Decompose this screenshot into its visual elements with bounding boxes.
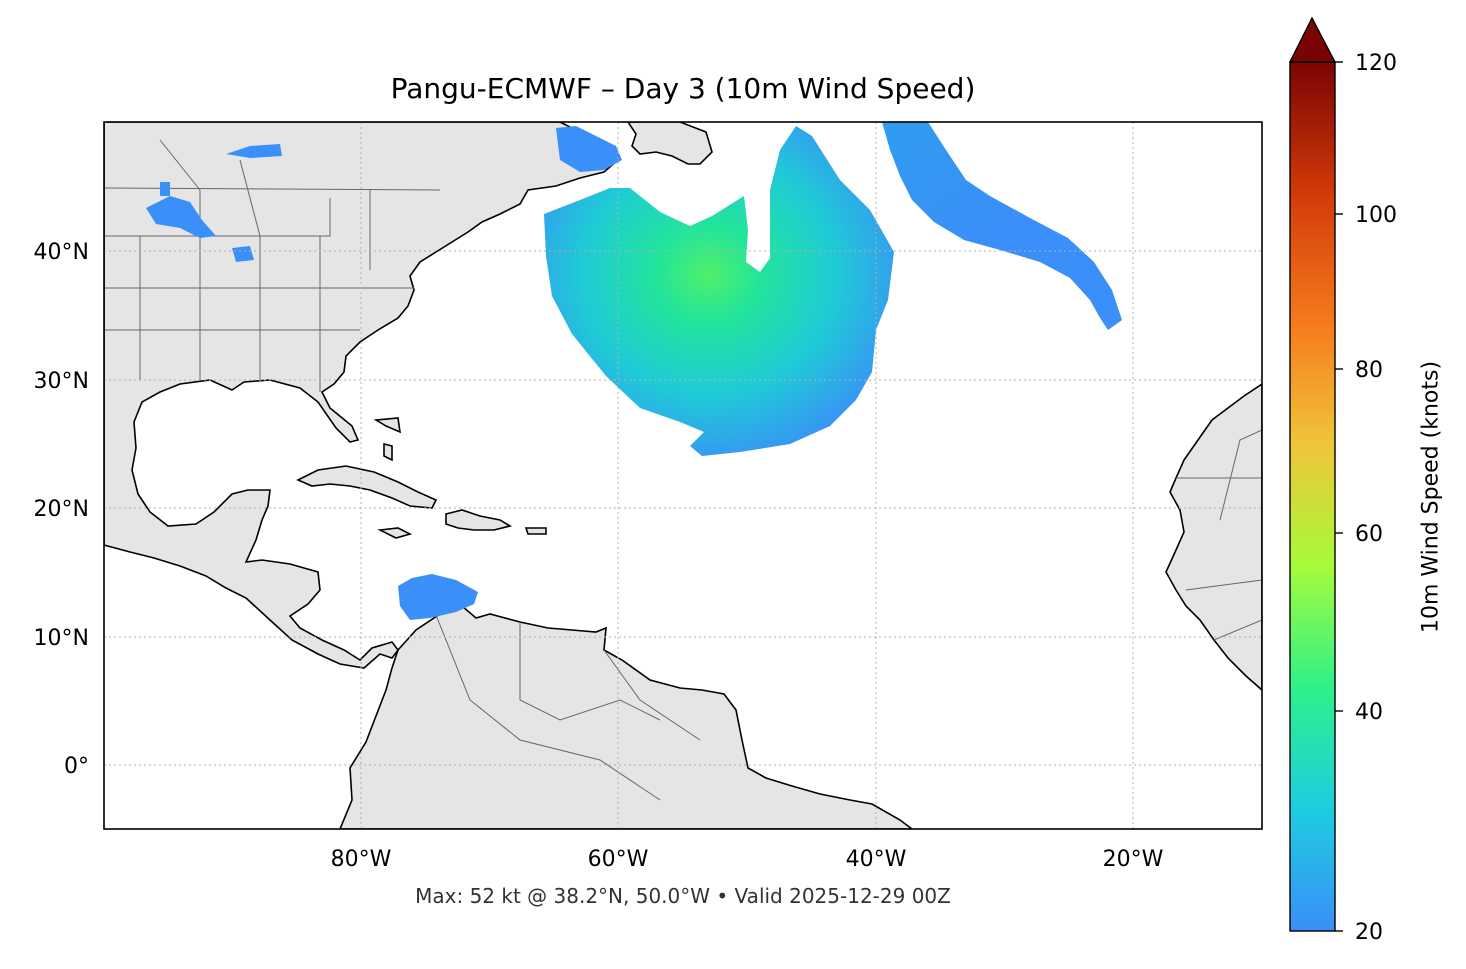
lon-label: 80°W (331, 847, 392, 872)
gridlines (104, 122, 1262, 829)
colorbar-frame (1289, 61, 1336, 932)
wind-shading (146, 122, 1122, 620)
colorbar-tick: 20 (1355, 920, 1383, 945)
colorbar-tick: 120 (1355, 51, 1397, 76)
map-frame (103, 121, 1263, 830)
colorbar-extend-arrow (1288, 16, 1337, 63)
colorbar-tick: 80 (1355, 358, 1383, 383)
colorbar-gradient (1290, 62, 1335, 931)
map (104, 122, 1262, 829)
lat-label: 0° (64, 754, 89, 779)
superior-wind-patch (226, 144, 282, 158)
lat-label: 30°N (34, 369, 89, 394)
northeast-wind-band (882, 122, 1122, 330)
land-africa (1165, 383, 1262, 692)
map-title: Pangu-ECMWF – Day 3 (10m Wind Speed) (390, 72, 976, 105)
lon-labels: 80°W 60°W 40°W 20°W (331, 847, 1164, 872)
gulf-st-lawrence-wind-patch (556, 126, 622, 172)
great-lakes-wind-patch (146, 196, 216, 238)
caribbean-islands (296, 417, 547, 539)
lon-label: 40°W (846, 847, 907, 872)
colorbar-tick: 100 (1355, 203, 1397, 228)
lon-label: 60°W (588, 847, 649, 872)
lat-label: 40°N (34, 240, 89, 265)
colorbar-tick: 60 (1355, 522, 1383, 547)
land-north-america (104, 122, 620, 669)
caribbean-wind-patch (398, 574, 478, 620)
lon-label: 20°W (1103, 847, 1164, 872)
colorbar-label: 10m Wind Speed (knots) (1418, 360, 1444, 634)
colorbar-tick: 40 (1355, 700, 1383, 725)
land-newfoundland (627, 122, 713, 165)
land-south-america (339, 605, 914, 829)
colorbar: 20 40 60 80 100 120 (1288, 16, 1397, 945)
storm-wind-field (544, 126, 894, 456)
footnote: Max: 52 kt @ 38.2°N, 50.0°W • Valid 2025… (415, 884, 951, 908)
midwest-wind-patch (232, 246, 254, 262)
lat-label: 20°N (34, 497, 89, 522)
admin-borders (104, 139, 1262, 801)
lat-labels: 40°N 30°N 20°N 10°N 0° (34, 240, 89, 779)
lat-label: 10°N (34, 626, 89, 651)
small-wind-patch-a (160, 182, 170, 196)
